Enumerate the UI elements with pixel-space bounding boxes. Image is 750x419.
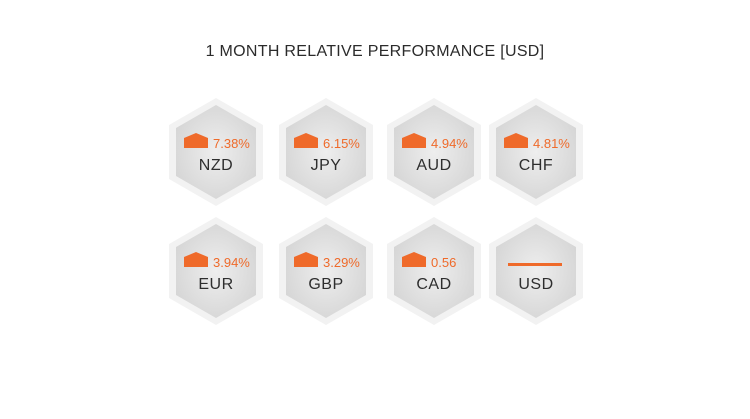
currency-tile-chf: 4.81% CHF — [488, 97, 584, 207]
hexagon-shape — [489, 98, 583, 206]
currency-code: NZD — [198, 157, 234, 174]
currency-code: GBP — [308, 276, 344, 293]
currency-tile-gbp: 3.29% GBP — [278, 216, 374, 326]
currency-code: EUR — [198, 276, 234, 293]
currency-tile-usd: USD — [488, 216, 584, 326]
change-value: 3.94% — [213, 255, 250, 270]
currency-code: USD — [518, 276, 554, 293]
change-value: 7.38% — [213, 136, 250, 151]
hexagon-shape — [169, 217, 263, 325]
change-value: 4.81% — [533, 136, 570, 151]
currency-tile-eur: 3.94% EUR — [168, 216, 264, 326]
currency-code: CAD — [416, 276, 452, 293]
currency-code: AUD — [416, 157, 452, 174]
currency-tile-aud: 4.94% AUD — [386, 97, 482, 207]
up-arrow-icon — [294, 252, 318, 267]
hexagon-shape — [279, 217, 373, 325]
change-value: 0.56 — [431, 255, 457, 270]
hexagon-shape — [489, 217, 583, 325]
up-arrow-icon — [504, 133, 528, 148]
currency-code: CHF — [518, 157, 554, 174]
currency-tile-jpy: 6.15% JPY — [278, 97, 374, 207]
page-title: 1 MONTH RELATIVE PERFORMANCE [USD] — [205, 43, 545, 60]
hexagon-shape — [387, 217, 481, 325]
currency-tile-cad: 0.56 CAD — [386, 216, 482, 326]
hexagon-shape — [169, 98, 263, 206]
hexagon-shape — [387, 98, 481, 206]
change-value: 4.94% — [431, 136, 468, 151]
up-arrow-icon — [402, 252, 426, 267]
hexagon-shape — [279, 98, 373, 206]
flat-line-icon — [508, 263, 562, 266]
currency-code: JPY — [310, 157, 342, 174]
up-arrow-icon — [402, 133, 426, 148]
change-value: 6.15% — [323, 136, 360, 151]
up-arrow-icon — [184, 252, 208, 267]
currency-tile-nzd: 7.38% NZD — [168, 97, 264, 207]
up-arrow-icon — [184, 133, 208, 148]
change-value: 3.29% — [323, 255, 360, 270]
up-arrow-icon — [294, 133, 318, 148]
